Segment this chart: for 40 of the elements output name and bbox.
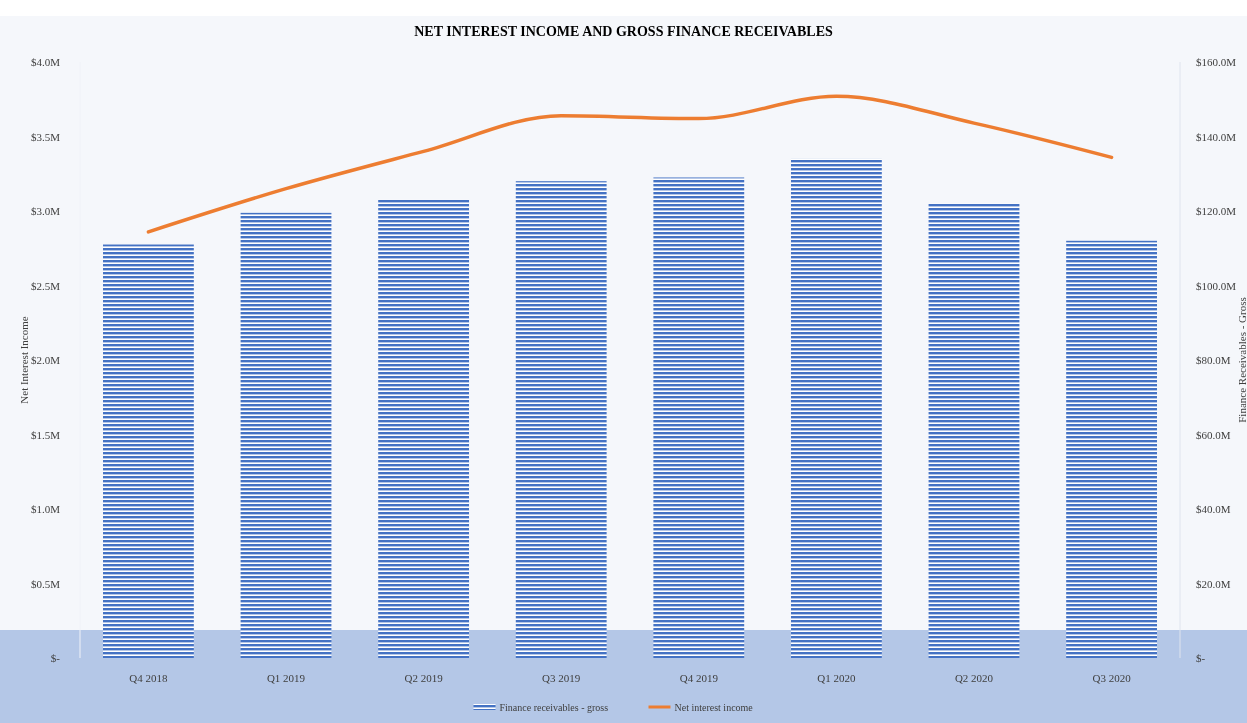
y-tick-label: $0.5M	[30, 577, 61, 590]
bar	[378, 199, 470, 658]
x-tick-label: Q1 2020	[817, 672, 856, 684]
y2-tick-label: $20.0M	[1196, 577, 1231, 590]
y2-tick-label: $-	[1196, 652, 1206, 664]
y-tick-label: $3.5M	[30, 130, 61, 143]
y-tick-label: $-	[50, 652, 61, 664]
y2-tick-label: $60.0M	[1196, 428, 1231, 441]
x-tick-label: Q3 2020	[1092, 672, 1132, 684]
y-tick-label: $2.5M	[30, 279, 61, 292]
y-tick-label: $1.5M	[30, 428, 61, 441]
legend-label: Net interest income	[674, 702, 754, 713]
bar	[103, 244, 194, 658]
y-tick-label: $2.0M	[30, 354, 61, 366]
x-tick-label: Q1 2019	[266, 672, 306, 684]
y2-tick-label: $160.0M	[1196, 56, 1237, 68]
y2-tick-label: $100.0M	[1196, 279, 1237, 292]
line-series	[146, 94, 1114, 234]
y2-tick-label: $140.0M	[1196, 130, 1237, 143]
y-tick-label: $1.0M	[30, 503, 61, 515]
bar	[928, 203, 1020, 658]
x-tick-label: Q4 2019	[679, 672, 719, 684]
y2-axis-title: Finance Receivables - Gross	[1236, 297, 1247, 423]
x-tick-label: Q2 2019	[404, 672, 444, 684]
bar	[240, 212, 332, 658]
bar	[1066, 240, 1157, 658]
bar	[653, 177, 745, 658]
chart-title: NET INTEREST INCOME AND GROSS FINANCE RECEIVABLES	[414, 24, 833, 39]
y2-tick-label: $40.0M	[1196, 503, 1231, 515]
x-tick-label: Q3 2019	[542, 672, 581, 684]
y-axis-title: Net Interest Income	[18, 316, 30, 404]
x-tick-label: Q2 2020	[954, 672, 994, 684]
y2-tick-label: $120.0M	[1196, 205, 1237, 217]
bar	[515, 181, 607, 658]
legend-label: Finance receivables - gross	[499, 702, 609, 713]
y-tick-label: $4.0M	[30, 56, 61, 68]
x-tick-label: Q4 2018	[129, 672, 169, 684]
bar	[790, 158, 882, 658]
y2-tick-label: $80.0M	[1196, 354, 1231, 366]
y-tick-label: $3.0M	[30, 205, 61, 217]
